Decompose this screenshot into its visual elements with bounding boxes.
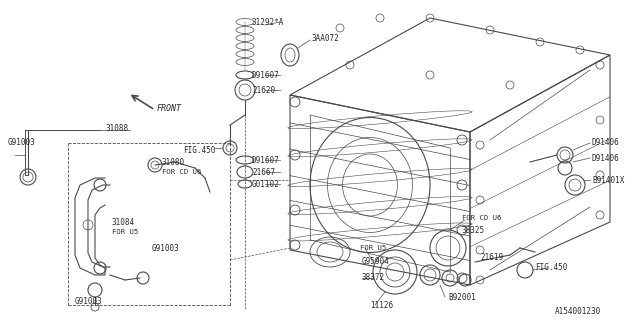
Text: D91607: D91607 [252,70,280,79]
Text: G01102: G01102 [252,180,280,188]
Text: FOR U5: FOR U5 [112,229,138,235]
Text: 21619: 21619 [480,253,503,262]
Text: 3AA072: 3AA072 [312,34,340,43]
Text: 31080: 31080 [162,157,185,166]
Text: G95904: G95904 [362,258,390,267]
Text: D91406: D91406 [592,154,620,163]
Text: D91607: D91607 [252,156,280,164]
Text: 31088: 31088 [105,124,128,132]
Text: FIG.450: FIG.450 [535,263,568,273]
Text: B91401X: B91401X [592,175,625,185]
Text: A154001230: A154001230 [555,308,601,316]
Text: G91003: G91003 [152,244,180,252]
Text: 38325: 38325 [462,226,485,235]
Text: 21667: 21667 [252,167,275,177]
Text: FIG.450: FIG.450 [182,146,215,155]
Text: G91003: G91003 [75,298,103,307]
Text: 31292*A: 31292*A [252,18,284,27]
Text: 31084: 31084 [112,218,135,227]
Text: FOR CD U6: FOR CD U6 [162,169,202,175]
Text: G91003: G91003 [8,138,36,147]
Text: 11126: 11126 [370,300,393,309]
Text: FOR CD U6: FOR CD U6 [462,215,501,221]
Text: FRONT: FRONT [157,103,182,113]
Text: D91406: D91406 [592,138,620,147]
Text: FOR U5: FOR U5 [360,245,387,251]
Text: 38372: 38372 [362,274,385,283]
Text: 21620: 21620 [252,85,275,94]
Text: B92001: B92001 [448,293,476,302]
